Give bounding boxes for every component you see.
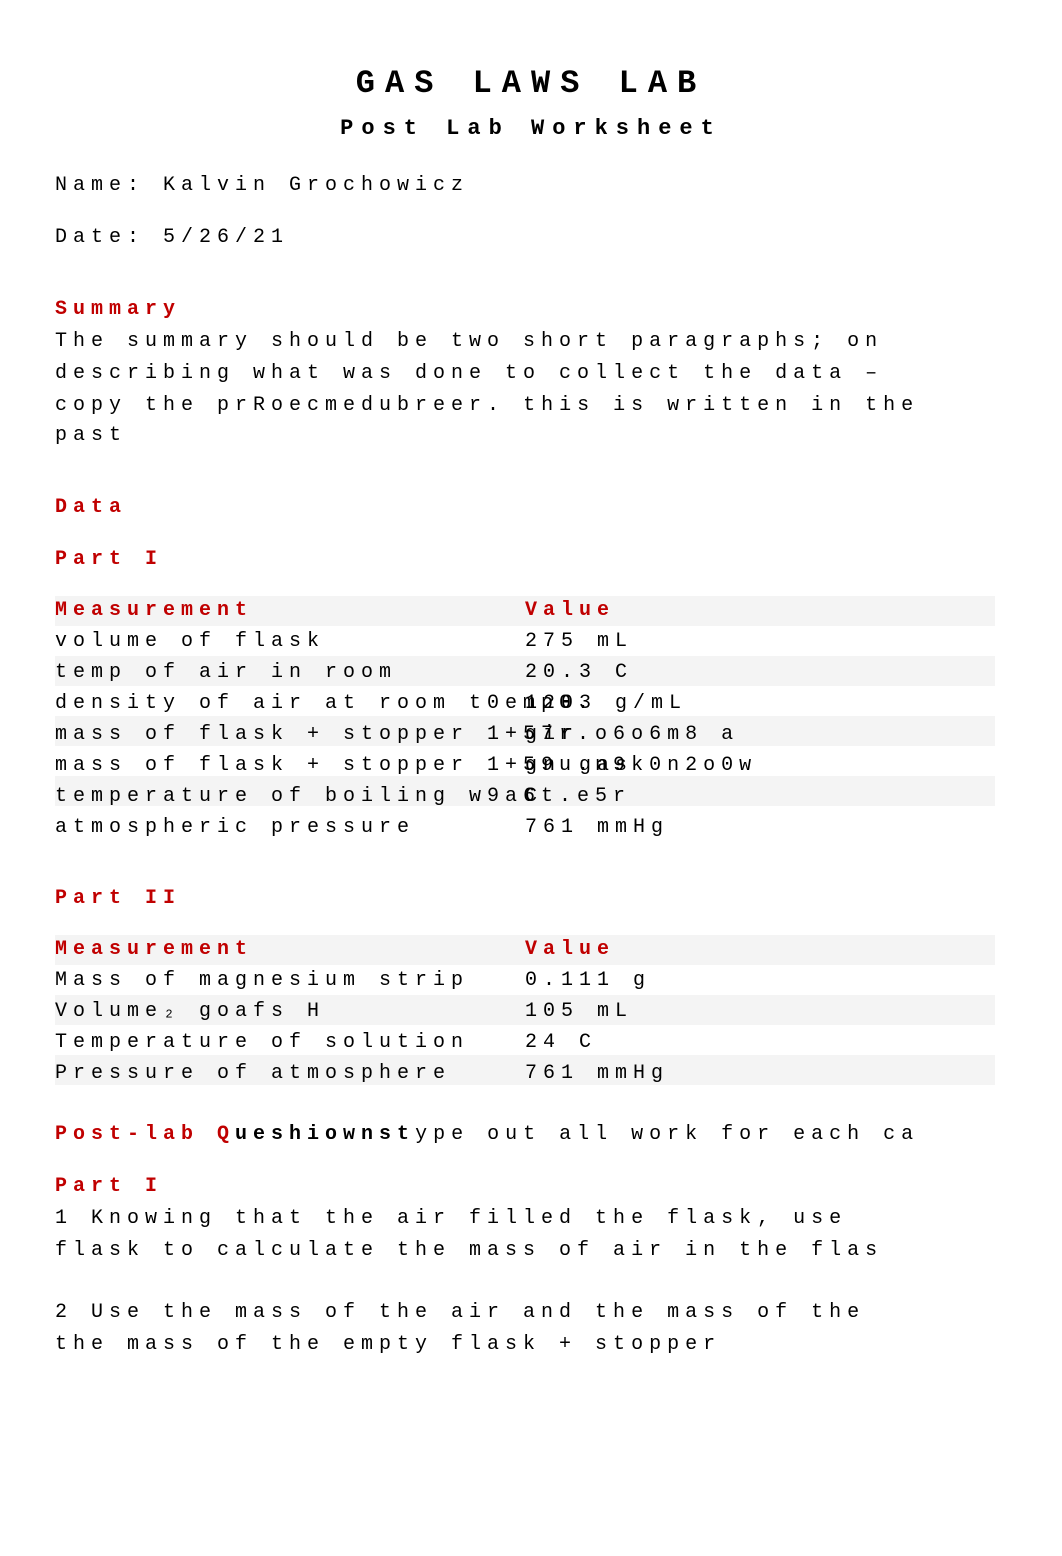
cell-meas: density of air at room t0emp0. <box>55 689 595 719</box>
postlab-line: Post-lab Queshiownstype out all work for… <box>55 1120 1007 1150</box>
table-row: mass of flask + stopper 1+59u.n9k0n2o0w … <box>55 751 1007 781</box>
postlab-heading-b: ueshiownst <box>235 1123 415 1146</box>
col-value: Value <box>525 935 615 965</box>
summary-line-2: describing what was done to collect the … <box>55 359 1007 389</box>
cell-val: 275 mL <box>525 627 633 657</box>
summary-line-3: copy the prRoecmedubreer. this is writte… <box>55 391 1007 451</box>
cell-val: 0.111 g <box>525 966 651 996</box>
question-2-line-a: 2 Use the mass of the air and the mass o… <box>55 1298 1007 1328</box>
date-value: 5/26/21 <box>163 226 289 249</box>
col-measurement: Measurement <box>55 935 253 965</box>
data-heading: Data <box>55 493 1007 523</box>
summary-line-3b: rRoecmedubreer. <box>235 394 505 417</box>
name-line: Name: Kalvin Grochowicz <box>55 171 1007 201</box>
cell-val: 761 mmHg <box>525 813 669 843</box>
question-1-line-b: flask to calculate the mass of air in th… <box>55 1236 1007 1266</box>
cell-meas: temperature of boiling w9a6t.e5r <box>55 782 631 812</box>
name-label: Name: <box>55 174 163 197</box>
table-row: atmospheric pressure 761 mmHg <box>55 813 1007 843</box>
table-header-row: Measurement Value <box>55 935 1007 965</box>
question-2-line-b: the mass of the empty flask + stopper <box>55 1330 1007 1360</box>
table-row: temp of air in room 20.3 C <box>55 658 1007 688</box>
cell-meas: Temperature of solution <box>55 1028 469 1058</box>
cell-val: 20.3 C <box>525 658 633 688</box>
date-label: Date: <box>55 226 163 249</box>
table-row: Volume₂ goafs H 105 mL <box>55 997 1007 1027</box>
name-value: Kalvin Grochowicz <box>163 174 469 197</box>
table-header-row: Measurement Value <box>55 596 1007 626</box>
page-title: GAS LAWS LAB <box>55 60 1007 108</box>
part-i-table: Measurement Value volume of flask 275 mL… <box>55 596 1007 843</box>
col-value: Value <box>525 596 615 626</box>
part-ii-heading: Part II <box>55 884 1007 914</box>
cell-val: 761 mmHg <box>525 1059 669 1089</box>
part-i-heading: Part I <box>55 545 1007 575</box>
date-line: Date: 5/26/21 <box>55 223 1007 253</box>
table-row: Temperature of solution 24 C <box>55 1028 1007 1058</box>
table-row: Mass of magnesium strip 0.111 g <box>55 966 1007 996</box>
part-i-heading-2: Part I <box>55 1172 1007 1202</box>
cell-meas: atmospheric pressure <box>55 813 415 843</box>
page-subtitle: Post Lab Worksheet <box>55 112 1007 145</box>
col-measurement: Measurement <box>55 596 253 626</box>
cell-meas: Pressure of atmosphere <box>55 1059 451 1089</box>
table-row: mass of flask + stopper 1+57r.o6o6m8 a g… <box>55 720 1007 750</box>
cell-val: 105 mL <box>525 997 633 1027</box>
question-1-line-a: 1 Knowing that the air filled the flask,… <box>55 1204 1007 1234</box>
table-row: Pressure of atmosphere 761 mmHg <box>55 1059 1007 1089</box>
table-row: volume of flask 275 mL <box>55 627 1007 657</box>
postlab-heading-c: ype out all work for each ca <box>415 1123 919 1146</box>
summary-heading: Summary <box>55 295 1007 325</box>
cell-meas: temp of air in room <box>55 658 397 688</box>
table-row: density of air at room t0emp0. 1203 g/mL <box>55 689 1007 719</box>
cell-meas: mass of flask + stopper 1+59u.n9k0n2o0w <box>55 751 757 781</box>
summary-line-3a: copy the p <box>55 394 235 417</box>
table-row: temperature of boiling w9a6t.e5r C <box>55 782 1007 812</box>
postlab-heading-a: Post-lab Q <box>55 1123 235 1146</box>
cell-meas: volume of flask <box>55 627 325 657</box>
cell-meas: mass of flask + stopper 1+57r.o6o6m8 a <box>55 720 739 750</box>
cell-meas: Volume₂ goafs H <box>55 997 325 1027</box>
cell-meas: Mass of magnesium strip <box>55 966 469 996</box>
summary-line-1: The summary should be two short paragrap… <box>55 327 1007 357</box>
cell-val: 24 C <box>525 1028 597 1058</box>
part-ii-table: Measurement Value Mass of magnesium stri… <box>55 935 1007 1089</box>
